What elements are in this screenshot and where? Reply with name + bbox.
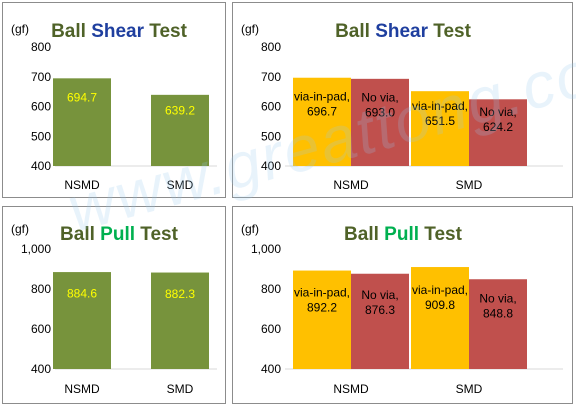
y-tick-label: 700 — [261, 70, 281, 84]
chart-title-part: Shear — [91, 21, 144, 42]
y-tick-label: 800 — [31, 282, 51, 296]
chart-panel-pull-via: Ball Pull Test (gf) 400 600 800 1,000 via-in-p… — [232, 206, 573, 404]
y-axis-unit: (gf) — [241, 22, 259, 36]
bar — [53, 272, 111, 369]
data-label: 882.3 — [165, 287, 195, 301]
bar — [469, 279, 527, 369]
data-label: via-in-pad, — [294, 90, 350, 104]
chart-title-part: Ball — [335, 21, 375, 42]
chart-panel-shear-via: Ball Shear Test (gf) 400 500 600 700 800 via-in… — [232, 2, 573, 198]
chart-svg: Ball Pull Test (gf) 400 600 800 1,000 via-in-p… — [241, 222, 563, 396]
y-axis-unit: (gf) — [11, 222, 29, 236]
y-axis-unit: (gf) — [11, 22, 29, 36]
y-tick-label: 800 — [261, 282, 281, 296]
chart-panel-shear-single: Ball Shear Test (gf) 400 500 600 700 800 694.7 N… — [2, 2, 226, 198]
data-label: 884.6 — [67, 286, 97, 300]
x-category-label: SMD — [456, 178, 483, 192]
data-label: 639.2 — [165, 103, 195, 117]
chart-title: Ball Pull Test — [60, 224, 179, 245]
data-label: No via, — [479, 292, 516, 306]
chart-title-part: Ball — [344, 224, 384, 245]
data-label: 848.8 — [483, 307, 513, 321]
data-label: 694.7 — [67, 91, 97, 105]
y-tick-label: 500 — [31, 129, 51, 143]
data-label: via-in-pad, — [412, 283, 468, 297]
chart-title-part: Ball — [51, 21, 91, 42]
data-label: No via, — [479, 105, 516, 119]
data-label: No via, — [361, 288, 398, 302]
chart-panel-pull-single: Ball Pull Test (gf) 400 600 800 1,000 884.6 NSM… — [2, 206, 226, 404]
chart-title: Ball Shear Test — [51, 21, 188, 42]
y-tick-label: 1,000 — [21, 242, 51, 256]
x-category-label: NSMD — [333, 178, 369, 192]
bar — [411, 267, 469, 369]
y-tick-label: 800 — [31, 40, 51, 54]
y-tick-label: 400 — [261, 159, 281, 173]
y-tick-label: 600 — [261, 322, 281, 336]
data-label: via-in-pad, — [412, 99, 468, 113]
x-category-label: SMD — [167, 178, 194, 192]
chart-title: Ball Pull Test — [344, 224, 463, 245]
y-tick-label: 600 — [31, 100, 51, 114]
bar — [293, 77, 351, 166]
chart-title-part: Test — [428, 21, 472, 42]
y-tick-label: 1,000 — [251, 242, 281, 256]
x-category-label: SMD — [167, 382, 194, 396]
data-label: 624.2 — [483, 120, 513, 134]
data-label: 651.5 — [425, 114, 455, 128]
y-axis-unit: (gf) — [241, 222, 259, 236]
chart-title-part: Ball — [60, 224, 100, 245]
data-label: 909.8 — [425, 298, 455, 312]
bar — [53, 78, 111, 166]
y-tick-label: 400 — [261, 362, 281, 376]
data-label: 876.3 — [365, 303, 395, 317]
y-tick-label: 400 — [31, 362, 51, 376]
x-category-label: SMD — [456, 382, 483, 396]
chart-title-part: Test — [419, 224, 463, 245]
chart-title: Ball Shear Test — [335, 21, 472, 42]
data-label: via-in-pad, — [294, 286, 350, 300]
data-label: 693.0 — [365, 105, 395, 119]
chart-title-part: Pull — [384, 224, 419, 245]
chart-title-part: Pull — [100, 224, 135, 245]
x-category-label: NSMD — [64, 178, 100, 192]
data-label: 892.2 — [307, 301, 337, 315]
data-label: 696.7 — [307, 105, 337, 119]
y-tick-label: 600 — [31, 322, 51, 336]
bar — [151, 94, 209, 166]
y-tick-label: 800 — [261, 40, 281, 54]
bar — [351, 78, 409, 166]
y-tick-label: 500 — [261, 129, 281, 143]
y-tick-label: 700 — [31, 70, 51, 84]
y-tick-label: 400 — [31, 159, 51, 173]
bar — [151, 272, 209, 369]
x-category-label: NSMD — [64, 382, 100, 396]
bar — [351, 273, 409, 369]
chart-title-part: Test — [135, 224, 179, 245]
x-category-label: NSMD — [333, 382, 369, 396]
bar — [469, 99, 527, 166]
chart-svg: Ball Shear Test (gf) 400 500 600 700 800 694.7 N… — [11, 21, 217, 192]
bar — [411, 91, 469, 166]
data-label: No via, — [361, 90, 398, 104]
y-tick-label: 600 — [261, 100, 281, 114]
chart-title-part: Shear — [375, 21, 428, 42]
bar — [293, 270, 351, 369]
chart-svg: Ball Pull Test (gf) 400 600 800 1,000 884.6 NSM… — [11, 222, 217, 396]
chart-svg: Ball Shear Test (gf) 400 500 600 700 800 via-in… — [241, 21, 563, 192]
chart-title-part: Test — [144, 21, 188, 42]
